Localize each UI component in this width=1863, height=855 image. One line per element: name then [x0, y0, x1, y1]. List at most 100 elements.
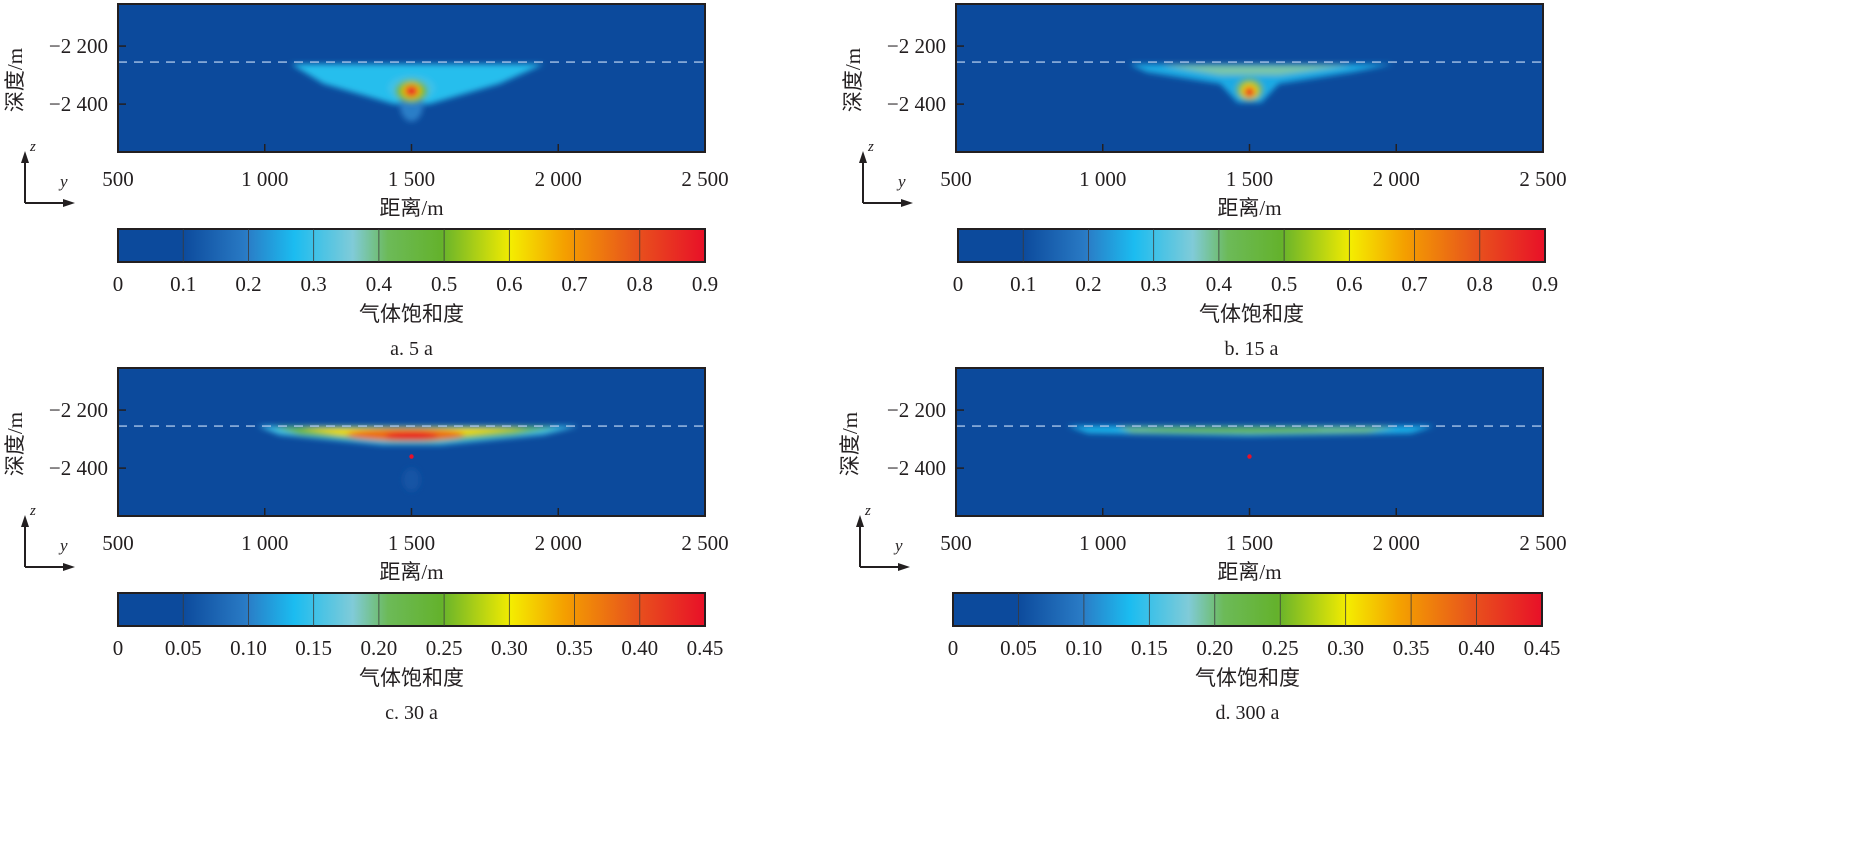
colorbar — [957, 228, 1546, 263]
x-tick-label: 500 — [940, 167, 972, 191]
y-axis-label: 深度/m — [3, 48, 27, 112]
colorbar-tick-label: 0.2 — [235, 272, 261, 296]
plot-background — [956, 368, 1543, 516]
plume-region — [1161, 64, 1353, 76]
y-tick-label: −2 200 — [49, 398, 108, 422]
z-axis-letter: z — [29, 139, 36, 155]
y-axis-label: 深度/m — [838, 412, 862, 476]
colorbar-tick-label: 0.5 — [431, 272, 457, 296]
colorbar-tick-label: 0 — [113, 636, 124, 660]
colorbar-tick-label: 0.30 — [1327, 636, 1364, 660]
colorbar-tick-label: 0 — [953, 272, 964, 296]
x-tick-label: 500 — [940, 531, 972, 555]
colorbar — [117, 228, 706, 263]
x-axis-label: 距离/m — [1217, 560, 1281, 584]
x-tick-label: 2 000 — [1373, 167, 1420, 191]
colorbar-label: 气体饱和度 — [1195, 666, 1300, 690]
colorbar-tick-label: 0.7 — [1401, 272, 1427, 296]
y-tick-label: −2 200 — [887, 34, 946, 58]
colorbar-label: 气体饱和度 — [359, 666, 464, 690]
x-tick-label: 500 — [102, 531, 134, 555]
z-axis-letter: z — [29, 503, 36, 519]
colorbar-tick-label: 0.25 — [1262, 636, 1299, 660]
colorbar-tick-label: 0.7 — [561, 272, 587, 296]
z-arrowhead-icon — [21, 151, 29, 163]
x-tick-label: 1 500 — [1226, 531, 1273, 555]
y-tick-label: −2 400 — [49, 92, 108, 116]
plume-region — [1146, 427, 1323, 433]
x-tick-label: 2 000 — [535, 167, 582, 191]
panel-c: 500 1 000 1 500 2 000 2 500 −2 200 −2 400 距离/m 深… — [3, 367, 729, 724]
colorbar-tick-label: 0.45 — [1524, 636, 1561, 660]
y-axis-letter: y — [896, 172, 906, 191]
y-axis-label: 深度/m — [3, 412, 27, 476]
plume — [257, 426, 579, 492]
x-axis-label: 距离/m — [379, 196, 443, 220]
x-tick-label: 1 000 — [1079, 167, 1126, 191]
injection-point — [409, 454, 414, 459]
colorbar-tick-label: 0.45 — [687, 636, 724, 660]
colorbar-tick-label: 0.3 — [301, 272, 327, 296]
panel-d: 500 1 000 1 500 2 000 2 500 −2 200 −2 400 距离/m 深… — [838, 367, 1567, 724]
colorbar-tick-label: 0.5 — [1271, 272, 1297, 296]
x-tick-label: 1 500 — [1226, 167, 1273, 191]
colorbar-tick-label: 0.30 — [491, 636, 528, 660]
colorbar-tick-label: 0 — [948, 636, 959, 660]
colorbar-tick-label: 0.9 — [692, 272, 718, 296]
colorbar-tick-label: 0.6 — [496, 272, 522, 296]
y-axis-label: 深度/m — [841, 48, 865, 112]
colorbar-tick-label: 0 — [113, 272, 124, 296]
y-axis-letter: y — [58, 172, 68, 191]
plume — [291, 64, 544, 122]
x-tick-label: 2 500 — [681, 531, 728, 555]
y-arrowhead-icon — [63, 563, 75, 571]
y-tick-label: −2 400 — [49, 456, 108, 480]
x-tick-label: 1 500 — [388, 531, 435, 555]
colorbar-label: 气体饱和度 — [359, 302, 464, 326]
y-arrowhead-icon — [901, 199, 913, 207]
panel-caption: d. 300 a — [1216, 702, 1280, 724]
z-axis-letter: z — [864, 503, 871, 519]
colorbar-tick-label: 0.40 — [621, 636, 658, 660]
colorbar-tick-label: 0.05 — [165, 636, 202, 660]
x-tick-label: 2 500 — [1519, 167, 1566, 191]
panel-caption: a. 5 a — [390, 338, 433, 360]
plume-region — [402, 468, 421, 492]
plume-region — [1244, 86, 1255, 98]
x-tick-label: 2 500 — [1519, 531, 1566, 555]
z-arrowhead-icon — [859, 151, 867, 163]
colorbar-tick-label: 0.20 — [1196, 636, 1233, 660]
colorbar-tick-label: 0.15 — [1131, 636, 1168, 660]
x-tick-label: 2 000 — [535, 531, 582, 555]
colorbar-tick-label: 0.15 — [295, 636, 332, 660]
x-tick-label: 1 500 — [388, 167, 435, 191]
colorbar-tick-label: 0.05 — [1000, 636, 1037, 660]
panel-caption: b. 15 a — [1225, 338, 1279, 360]
x-axis-label: 距离/m — [1217, 196, 1281, 220]
panel-a: 500 1 000 1 500 2 000 2 500 −2 200 −2 400 距离/m 深… — [3, 3, 729, 360]
colorbar-tick-label: 0.1 — [1010, 272, 1036, 296]
colorbar-tick-label: 0.9 — [1532, 272, 1558, 296]
colorbar-tick-label: 0.10 — [230, 636, 267, 660]
y-tick-label: −2 400 — [887, 92, 946, 116]
injection-point — [1247, 454, 1252, 459]
colorbar-tick-label: 0.1 — [170, 272, 196, 296]
colorbar-tick-label: 0.20 — [361, 636, 398, 660]
colorbar-tick-label: 0.3 — [1141, 272, 1167, 296]
y-tick-label: −2 200 — [49, 34, 108, 58]
colorbar-tick-label: 0.8 — [1467, 272, 1493, 296]
colorbar-tick-label: 0.40 — [1458, 636, 1495, 660]
y-axis-letter: y — [893, 536, 903, 555]
x-axis-label: 距离/m — [379, 560, 443, 584]
z-arrowhead-icon — [856, 515, 864, 527]
y-axis-letter: y — [58, 536, 68, 555]
x-tick-label: 2 000 — [1373, 531, 1420, 555]
x-tick-label: 2 500 — [681, 167, 728, 191]
colorbar-tick-label: 0.6 — [1336, 272, 1362, 296]
plume-region — [404, 85, 419, 97]
colorbar-label: 气体饱和度 — [1199, 302, 1304, 326]
colorbar-tick-label: 0.25 — [426, 636, 463, 660]
colorbar — [117, 592, 706, 627]
plume — [1067, 426, 1435, 437]
colorbar-tick-label: 0.4 — [366, 272, 393, 296]
